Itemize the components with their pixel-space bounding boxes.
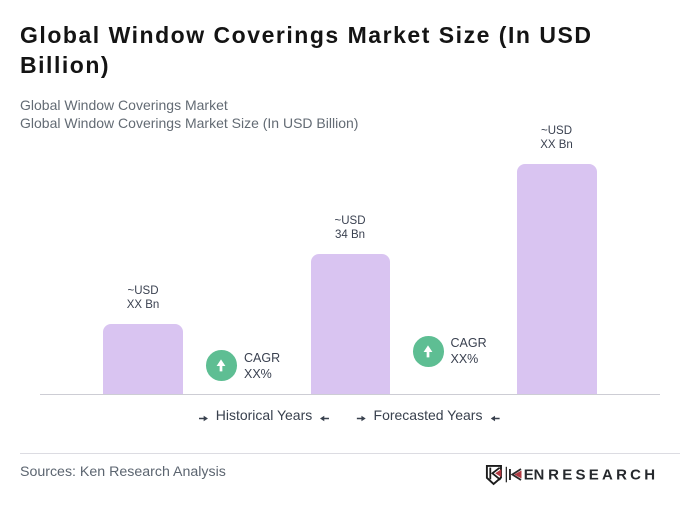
svg-text:EN: EN: [524, 466, 545, 483]
svg-text:RESEARCH: RESEARCH: [548, 466, 655, 483]
